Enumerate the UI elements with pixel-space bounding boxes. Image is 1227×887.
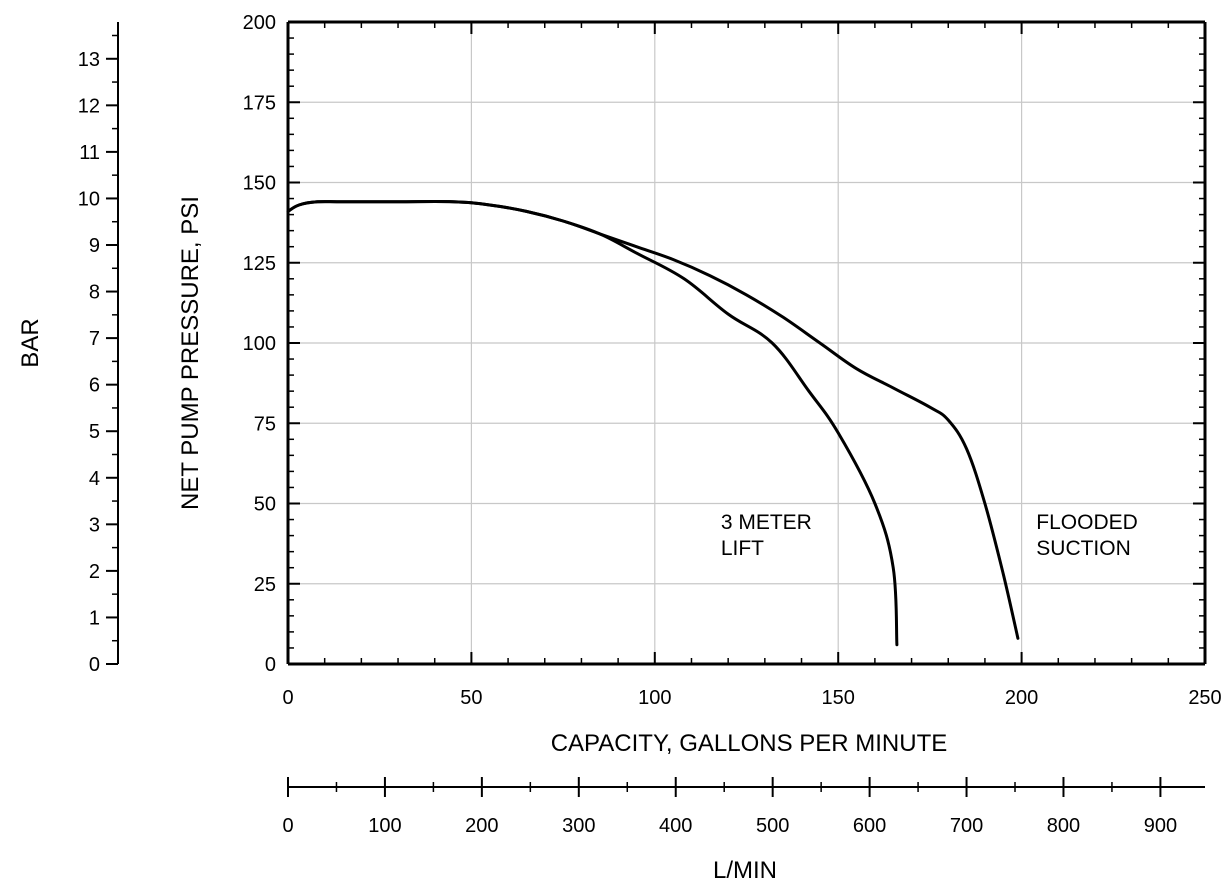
bar-tick-label: 1 bbox=[89, 607, 100, 629]
lmin-tick-label: 400 bbox=[659, 815, 692, 837]
y-tick-label: 75 bbox=[254, 413, 276, 435]
y-tick-label: 150 bbox=[243, 173, 276, 195]
y-tick-label: 175 bbox=[243, 92, 276, 114]
gpm-axis: 0 50 100 150 200 250 bbox=[282, 22, 1222, 709]
y-tick-label: 125 bbox=[243, 253, 276, 275]
lmin-tick-label: 200 bbox=[465, 815, 498, 837]
bar-tick-label: 4 bbox=[89, 468, 100, 490]
grid bbox=[288, 22, 1205, 664]
lmin-tick-label: 300 bbox=[562, 815, 595, 837]
lmin-tick-label: 900 bbox=[1144, 815, 1177, 837]
series-annotation: 3 METER LIFT bbox=[721, 511, 812, 560]
annotations: 3 METER LIFT FLOODED SUCTION bbox=[721, 511, 1138, 560]
psi-axis: 0 25 50 75 100 125 150 175 200 bbox=[243, 12, 1205, 676]
plot-frame bbox=[286, 20, 1207, 666]
bar-tick-label: 9 bbox=[89, 235, 100, 257]
lmin-tick-label: 600 bbox=[853, 815, 886, 837]
y-tick-label: 25 bbox=[254, 574, 276, 596]
bar-tick-label: 13 bbox=[78, 49, 100, 71]
lmin-tick-label: 0 bbox=[282, 815, 293, 837]
series-line-3-meter-lift bbox=[286, 200, 899, 647]
series-line-flooded-suction bbox=[286, 200, 1020, 640]
x-tick-label: 100 bbox=[638, 687, 671, 709]
annotation-line: SUCTION bbox=[1036, 537, 1131, 560]
lmin-tick-label: 800 bbox=[1047, 815, 1080, 837]
bar-tick-label: 2 bbox=[89, 561, 100, 583]
bar-tick-label: 5 bbox=[89, 421, 100, 443]
bar-tick-label: 8 bbox=[89, 282, 100, 304]
bar-tick-label: 0 bbox=[89, 654, 100, 676]
x-tick-label: 150 bbox=[822, 687, 855, 709]
y-axis-title: NET PUMP PRESSURE, PSI bbox=[177, 196, 204, 510]
series-layer bbox=[286, 200, 1020, 647]
secondary-x-axis-title: L/MIN bbox=[713, 857, 777, 884]
bar-tick-label: 10 bbox=[78, 188, 100, 210]
bar-tick-label: 6 bbox=[89, 375, 100, 397]
annotation-line: FLOODED bbox=[1036, 511, 1138, 534]
y-tick-label: 0 bbox=[265, 654, 276, 676]
lmin-tick-label: 500 bbox=[756, 815, 789, 837]
series-annotation: FLOODED SUCTION bbox=[1036, 511, 1138, 560]
secondary-y-axis-title: BAR bbox=[17, 318, 44, 367]
annotation-line: LIFT bbox=[721, 537, 764, 560]
x-tick-label: 0 bbox=[282, 687, 293, 709]
x-tick-label: 250 bbox=[1188, 687, 1221, 709]
y-tick-label: 100 bbox=[243, 333, 276, 355]
lmin-axis: 0 100 200 300 400 500 600 700 800 900 bbox=[282, 777, 1205, 837]
y-tick-label: 200 bbox=[243, 12, 276, 34]
y-tick-label: 50 bbox=[254, 494, 276, 516]
lmin-tick-label: 700 bbox=[950, 815, 983, 837]
bar-tick-label: 12 bbox=[78, 95, 100, 117]
x-tick-label: 50 bbox=[460, 687, 482, 709]
bar-tick-label: 7 bbox=[89, 328, 100, 350]
x-tick-label: 200 bbox=[1005, 687, 1038, 709]
x-axis-title: CAPACITY, GALLONS PER MINUTE bbox=[551, 730, 948, 757]
lmin-tick-label: 100 bbox=[368, 815, 401, 837]
bar-tick-label: 3 bbox=[89, 514, 100, 536]
bar-tick-label: 11 bbox=[79, 142, 100, 164]
annotation-line: 3 METER bbox=[721, 511, 812, 534]
